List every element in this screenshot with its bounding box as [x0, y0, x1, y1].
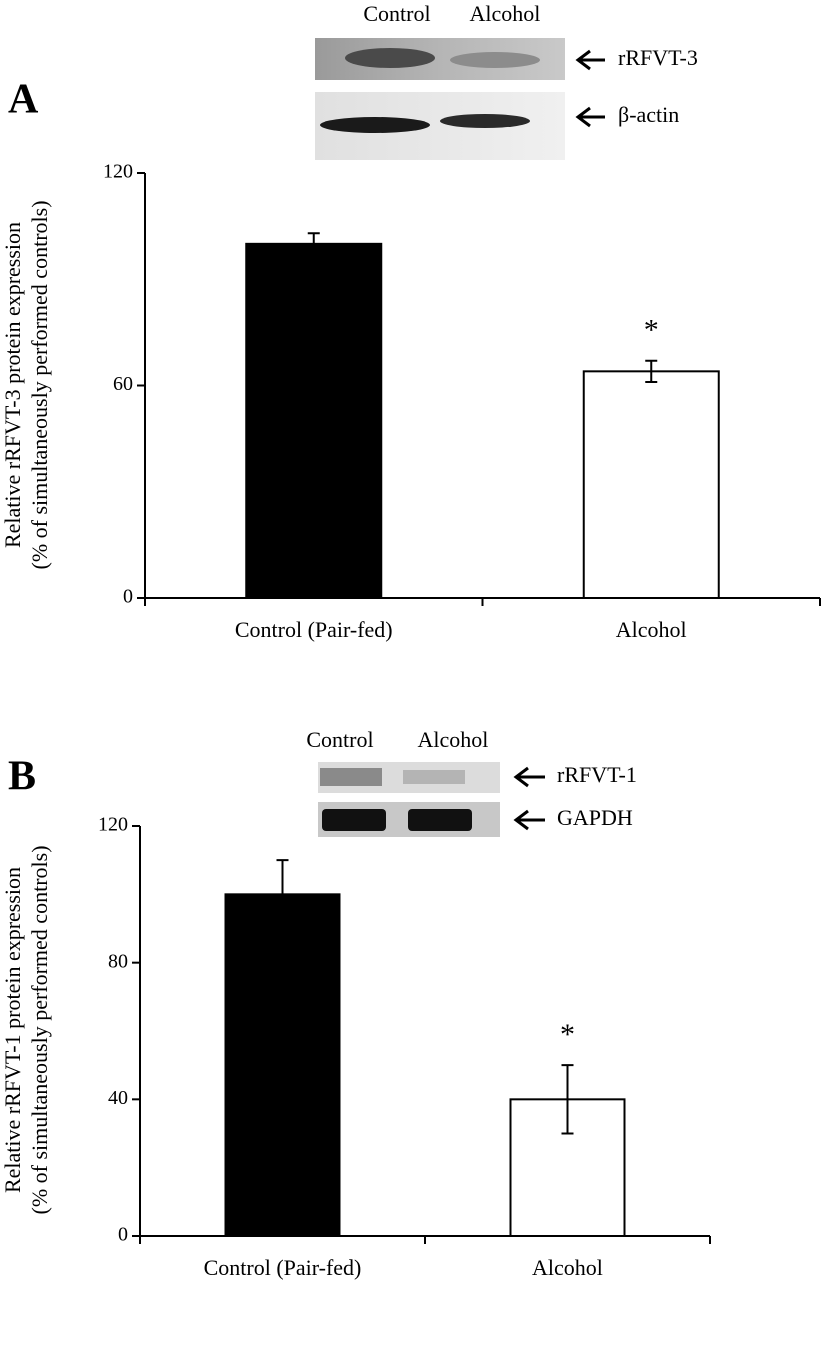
y-tick-label: 80: [108, 950, 128, 972]
bar: [224, 893, 341, 1237]
band-label: GAPDH: [557, 805, 633, 830]
band-label: rRFVT-3: [618, 45, 698, 70]
y-axis-label: (% of simultaneously performed controls): [27, 200, 52, 569]
y-tick-label: 60: [113, 373, 133, 395]
significance-mark: *: [644, 314, 659, 347]
lane-label: Control: [306, 727, 373, 752]
lane-label: Alcohol: [470, 1, 541, 26]
x-tick-label: Control (Pair-fed): [204, 1255, 362, 1280]
error-bar: [276, 859, 289, 930]
y-tick-label: 0: [118, 1224, 128, 1246]
y-tick-label: 0: [123, 586, 133, 608]
error-bar: [645, 359, 658, 383]
x-tick-label: Alcohol: [616, 617, 687, 642]
y-tick-label: 120: [98, 814, 128, 836]
bar: [245, 242, 383, 599]
y-axis-label: Relative rRFVT-3 protein expression: [0, 222, 25, 548]
lane-label: Alcohol: [418, 727, 489, 752]
x-tick-label: Control (Pair-fed): [235, 617, 393, 642]
bar: [582, 370, 720, 600]
significance-mark: *: [560, 1018, 575, 1051]
y-tick-label: 40: [108, 1087, 128, 1109]
y-tick-label: 120: [103, 161, 133, 183]
band-label: rRFVT-1: [557, 762, 637, 787]
band-label: β-actin: [618, 102, 679, 127]
error-bar: [561, 1064, 574, 1135]
blot-a: [315, 38, 605, 160]
y-axis-label: Relative rRFVT-1 protein expression: [0, 867, 25, 1193]
blot-b: [318, 762, 545, 837]
x-tick-label: Alcohol: [532, 1255, 603, 1280]
panel-label: B: [8, 754, 36, 800]
lane-label: Control: [363, 1, 430, 26]
panel-label: A: [8, 77, 39, 123]
y-axis-label: (% of simultaneously performed controls): [27, 845, 52, 1214]
error-bar: [307, 232, 320, 256]
